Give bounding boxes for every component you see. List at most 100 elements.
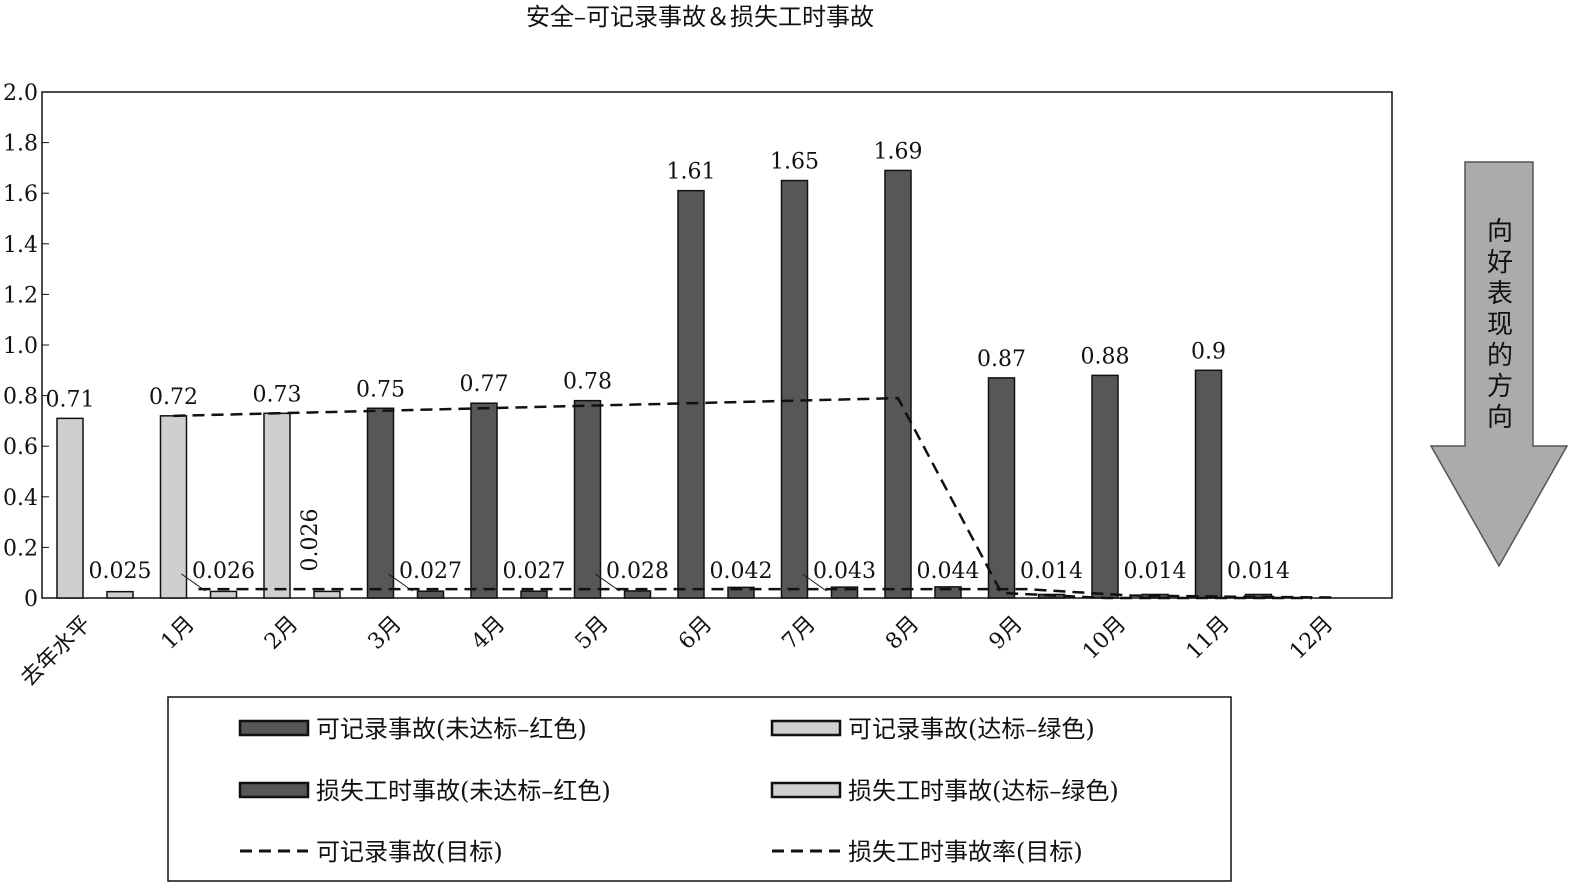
legend: 可记录事故(未达标–红色) 可记录事故(达标–绿色) 损失工时事故(未达标–红色) 损… <box>167 696 1232 882</box>
recordable-value-label: 0.73 <box>253 382 302 407</box>
lost-time-value-label: 0.014 <box>1124 559 1187 584</box>
y-tick-label: 1.2 <box>3 283 38 308</box>
x-tick-label: 9月 <box>985 612 1028 655</box>
legend-label: 可记录事故(目标) <box>316 838 503 866</box>
legend-swatch-bar <box>238 719 310 737</box>
y-tick-label: 1.0 <box>3 334 38 359</box>
recordable-bar <box>366 407 395 599</box>
lost-time-bar <box>623 590 652 599</box>
recordable-bar <box>159 415 188 599</box>
target-lines <box>173 396 1338 600</box>
x-tick-label: 3月 <box>364 612 407 655</box>
lost-time-value-label: 0.027 <box>399 559 462 584</box>
y-tick-label: 0.6 <box>3 435 38 460</box>
lost-time-bar <box>209 590 238 599</box>
x-tick-label: 4月 <box>467 612 510 655</box>
label-leader-line <box>802 573 827 592</box>
y-tick-label: 0.2 <box>3 536 38 561</box>
direction-arrow-char: 向 <box>1487 403 1513 433</box>
recordable-value-label: 0.78 <box>563 370 612 395</box>
direction-arrow-char: 好 <box>1487 248 1513 278</box>
plot-area: 2.0 1.8 1.6 1.4 1.2 1.0 0.8 0.6 0.4 0.2 0 0.71 0.72… <box>3 81 1393 612</box>
y-axis: 2.0 1.8 1.6 1.4 1.2 1.0 0.8 0.6 0.4 0.2 0 <box>3 81 49 612</box>
recordable-value-label: 0.88 <box>1081 344 1130 369</box>
legend-swatch-bar <box>238 781 310 799</box>
x-axis: 去年水平 1月 2月 3月 4月 5月 6月 7月 8月 9月 10月 11月 12月 <box>16 612 1338 692</box>
y-tick-label: 0 <box>24 587 38 612</box>
legend-label: 损失工时事故(未达标–红色) <box>316 777 611 805</box>
recordable-bars <box>56 169 1223 599</box>
legend-label: 可记录事故(达标–绿色) <box>848 715 1095 743</box>
lost-time-bar <box>106 590 134 599</box>
recordable-bar <box>780 179 809 599</box>
x-tick-label: 12月 <box>1285 612 1338 665</box>
lost-time-value-label: 0.044 <box>917 559 980 584</box>
recordable-value-label: 0.75 <box>356 377 405 402</box>
recordable-value-label: 1.65 <box>770 150 819 175</box>
lost-time-value-label: 0.014 <box>1020 559 1083 584</box>
x-tick-label: 7月 <box>778 612 821 655</box>
lost-time-bar <box>830 586 859 599</box>
direction-arrow-char: 表 <box>1487 279 1513 309</box>
lost-time-bar <box>416 590 445 599</box>
recordable-value-label: 0.72 <box>149 385 198 410</box>
y-tick-label: 1.4 <box>3 233 38 258</box>
x-tick-label: 6月 <box>674 612 717 655</box>
x-tick-label: 2月 <box>260 612 303 655</box>
lost-time-value-label: 0.028 <box>606 559 669 584</box>
recordable-bar <box>987 377 1016 599</box>
legend-swatch-bar <box>770 719 842 737</box>
label-leader-line <box>388 573 413 592</box>
y-tick-label: 0.4 <box>3 486 38 511</box>
recordable-bar <box>1194 369 1223 599</box>
direction-arrow-char: 向 <box>1487 217 1513 247</box>
direction-arrow-shape <box>1429 161 1569 568</box>
recordable-value-label: 0.77 <box>460 372 509 397</box>
plot-frame <box>41 91 1393 599</box>
y-tick-label: 2.0 <box>3 81 38 106</box>
recordable-bar <box>56 417 84 599</box>
direction-arrow-char: 的 <box>1487 341 1513 371</box>
lost-time-value-label: 0.026 <box>298 509 323 572</box>
legend-swatch-bar <box>770 781 842 799</box>
lost-time-bar <box>934 586 962 599</box>
recordable-bar <box>573 399 602 599</box>
x-tick-label: 5月 <box>571 612 614 655</box>
legend-frame <box>167 696 1232 882</box>
lost-time-value-label: 0.014 <box>1227 559 1290 584</box>
recordable-value-label: 1.69 <box>874 139 923 164</box>
lost-time-bar <box>313 590 341 599</box>
label-leader-line <box>181 573 206 592</box>
recordable-bar <box>1091 374 1119 599</box>
x-tick-label: 去年水平 <box>16 612 96 692</box>
recordable-value-label: 0.87 <box>977 347 1026 372</box>
lost-time-bar <box>727 586 755 599</box>
lost-time-bar <box>520 590 548 599</box>
recordable-bar <box>677 189 705 599</box>
legend-label: 损失工时事故率(目标) <box>848 838 1083 866</box>
lost-time-value-label: 0.027 <box>503 559 566 584</box>
direction-arrow-char: 现 <box>1487 310 1513 340</box>
legend-label: 可记录事故(未达标–红色) <box>316 715 587 743</box>
y-tick-label: 1.8 <box>3 132 38 157</box>
lost-time-value-label: 0.042 <box>710 559 773 584</box>
y-tick-label: 0.8 <box>3 385 38 410</box>
recordable-bar <box>263 412 291 599</box>
lost-time-value-label: 0.025 <box>89 559 152 584</box>
recordable-value-label: 1.61 <box>667 160 716 185</box>
chart-title: 安全–可记录事故＆损失工时事故 <box>526 3 874 31</box>
recordable-value-label: 0.9 <box>1191 339 1226 364</box>
y-tick-label: 1.6 <box>3 182 38 207</box>
recordable-target-line <box>173 396 1312 600</box>
direction-arrow-char: 方 <box>1487 372 1513 402</box>
data-labels: 0.71 0.72 0.73 0.75 0.77 0.78 1.61 1.65 1.69 0.87… <box>46 139 1290 592</box>
x-tick-label: 1月 <box>157 612 200 655</box>
lost-time-value-label: 0.026 <box>192 559 255 584</box>
recordable-bar <box>884 169 912 599</box>
legend-label: 损失工时事故(达标–绿色) <box>848 777 1119 805</box>
x-tick-label: 8月 <box>881 612 924 655</box>
recordable-bar <box>470 402 498 599</box>
x-tick-label: 10月 <box>1078 612 1131 665</box>
